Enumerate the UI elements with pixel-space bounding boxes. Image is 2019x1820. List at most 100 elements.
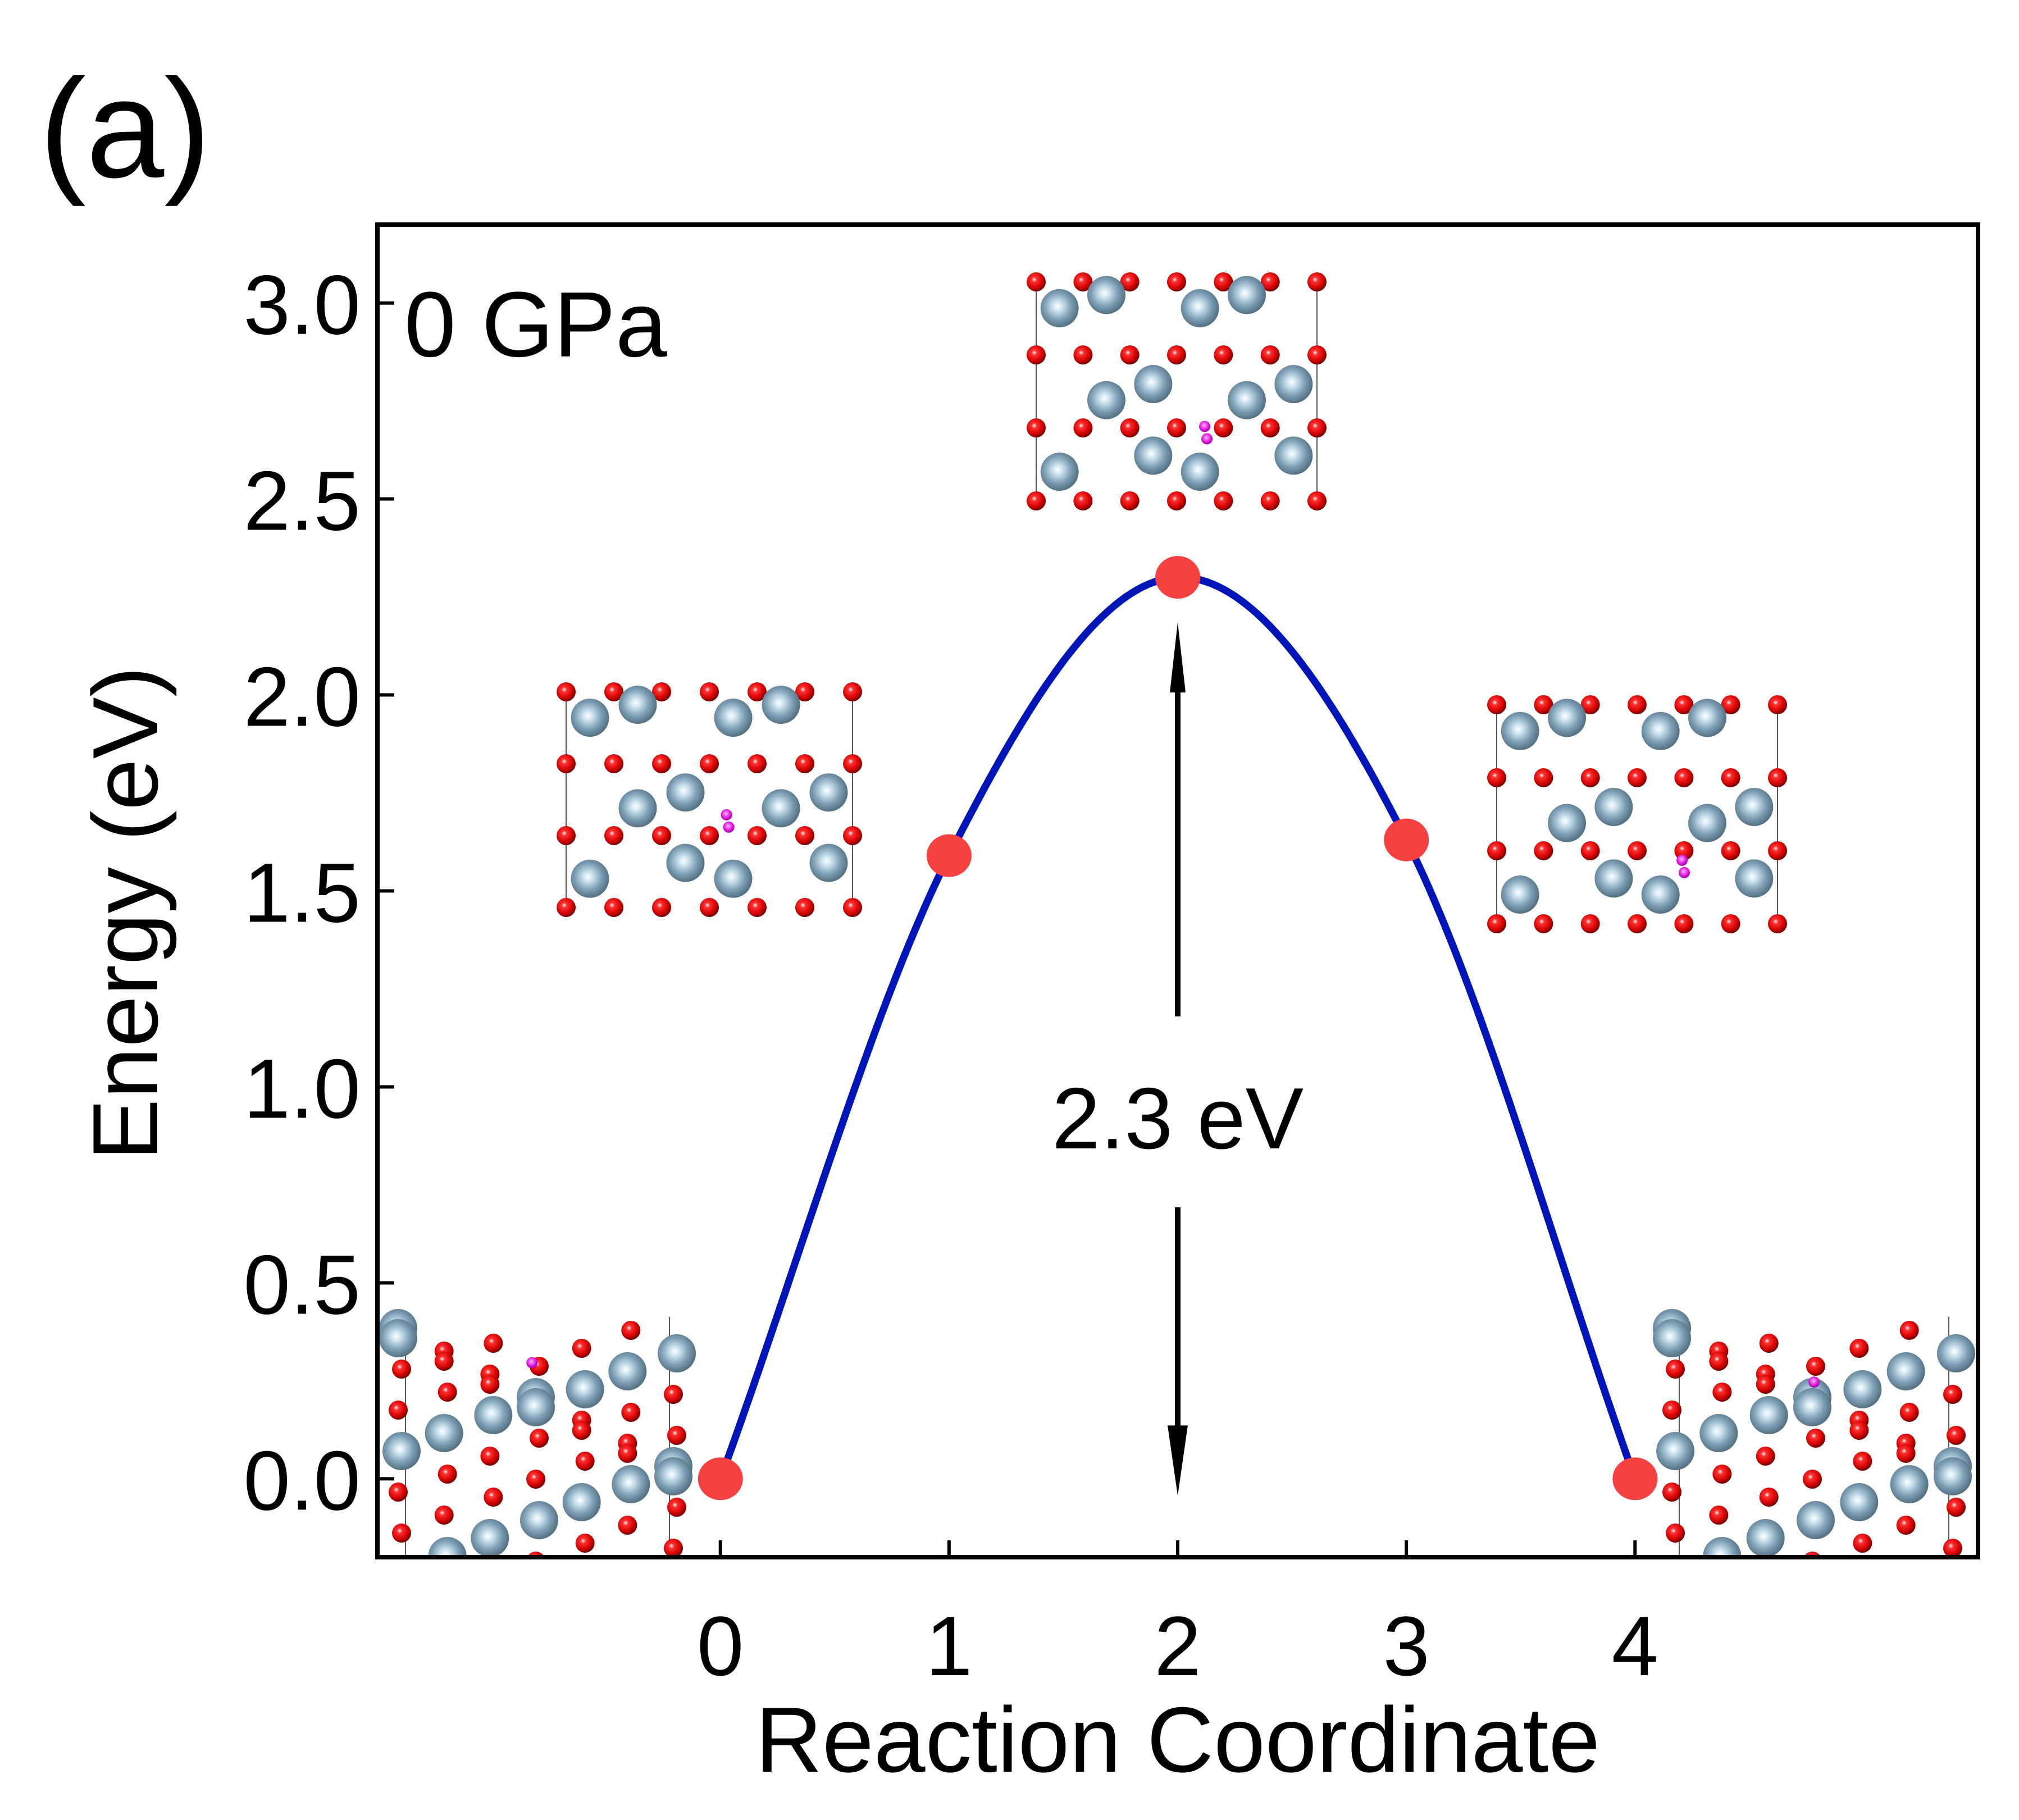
oxygen-atom xyxy=(1628,841,1647,860)
oxygen-atom xyxy=(575,1534,595,1553)
oxygen-atom xyxy=(843,754,862,773)
x-tick-label: 0 xyxy=(697,1599,744,1693)
oxygen-atom xyxy=(1260,418,1280,437)
oxygen-atom xyxy=(621,1321,641,1340)
data-point xyxy=(698,1457,743,1500)
arrow-head-up xyxy=(1170,622,1186,693)
oxygen-atom xyxy=(528,1552,543,1555)
oxygen-atom xyxy=(1487,768,1506,787)
y-tick-label: 2.5 xyxy=(243,454,361,548)
metal-atom xyxy=(809,843,848,882)
image-3-structure xyxy=(1487,695,1787,933)
metal-atom xyxy=(1843,1370,1882,1408)
metal-atom xyxy=(471,1519,509,1555)
metal-atom xyxy=(654,1457,692,1495)
metal-atom xyxy=(666,773,705,812)
oxygen-atom xyxy=(1167,272,1186,291)
x-tick-label: 4 xyxy=(1612,1599,1658,1693)
metal-atom xyxy=(1656,1432,1694,1470)
pressure-label: 0 GPa xyxy=(404,273,667,376)
oxygen-atom xyxy=(1662,1483,1681,1502)
oxygen-atom xyxy=(1712,1465,1732,1484)
oxygen-atom xyxy=(700,754,719,773)
metal-atom xyxy=(425,1414,463,1452)
oxygen-atom xyxy=(434,1352,454,1371)
oxygen-atom xyxy=(748,754,767,773)
oxygen-atom xyxy=(1487,695,1506,714)
oxygen-atom xyxy=(618,1444,637,1463)
hydrogen-atom xyxy=(1199,421,1210,432)
metal-atom xyxy=(520,1501,558,1539)
metal-atom xyxy=(1735,859,1774,898)
oxygen-atom xyxy=(526,1470,545,1489)
oxygen-atom xyxy=(530,1429,549,1448)
oxygen-atom xyxy=(1260,491,1280,510)
oxygen-atom xyxy=(1167,491,1186,510)
oxygen-atom xyxy=(1120,418,1140,437)
oxygen-atom xyxy=(652,826,671,845)
oxygen-atom xyxy=(1214,491,1233,510)
metal-atom xyxy=(1228,381,1266,419)
structure-insets xyxy=(380,272,1975,1555)
metal-atom xyxy=(762,789,800,828)
oxygen-atom xyxy=(392,1523,411,1543)
metal-atom xyxy=(566,1370,604,1408)
oxygen-atom xyxy=(1307,345,1327,364)
oxygen-atom xyxy=(1534,695,1553,714)
oxygen-atom xyxy=(437,1383,457,1402)
hydrogen-atom xyxy=(1201,433,1213,445)
oxygen-atom xyxy=(667,1426,686,1445)
oxygen-atom xyxy=(667,1498,686,1517)
oxygen-atom xyxy=(1214,418,1233,437)
metal-atom xyxy=(1087,276,1125,314)
metal-atom xyxy=(1797,1501,1835,1539)
y-tick-label: 0.5 xyxy=(243,1237,361,1331)
x-tick-label: 2 xyxy=(1154,1599,1201,1693)
oxygen-atom xyxy=(1899,1321,1919,1340)
oxygen-atom xyxy=(795,754,814,773)
oxygen-atom xyxy=(748,682,767,701)
final-structure xyxy=(1653,1309,1975,1555)
oxygen-atom xyxy=(1768,914,1787,933)
oxygen-atom xyxy=(1759,1488,1779,1507)
oxygen-atom xyxy=(1768,768,1787,787)
y-tick-label: 2.0 xyxy=(243,650,361,744)
oxygen-atom xyxy=(795,898,814,917)
oxygen-atom xyxy=(575,1452,595,1471)
metal-atom xyxy=(1181,289,1219,327)
saddle-structure xyxy=(1027,272,1327,510)
oxygen-atom xyxy=(664,1539,683,1555)
oxygen-atom xyxy=(1214,345,1233,364)
oxygen-atom xyxy=(700,682,719,701)
oxygen-atom xyxy=(1896,1516,1916,1535)
oxygen-atom xyxy=(1666,1360,1685,1379)
metal-atom xyxy=(1746,1519,1785,1555)
oxygen-atom xyxy=(1534,841,1553,860)
oxygen-atom xyxy=(557,754,576,773)
oxygen-atom xyxy=(1853,1452,1872,1471)
oxygen-atom xyxy=(1307,491,1327,510)
metal-atom xyxy=(1087,381,1125,419)
oxygen-atom xyxy=(480,1447,500,1466)
oxygen-atom xyxy=(1709,1352,1729,1371)
oxygen-atom xyxy=(1073,418,1093,437)
initial-structure xyxy=(380,1309,696,1555)
oxygen-atom xyxy=(1721,914,1740,933)
metal-atom xyxy=(1548,699,1586,737)
metal-atom xyxy=(1937,1334,1975,1372)
oxygen-atom xyxy=(1534,914,1553,933)
oxygen-atom xyxy=(652,754,671,773)
oxygen-atom xyxy=(1307,418,1327,437)
oxygen-atom xyxy=(557,826,576,845)
oxygen-atom xyxy=(1899,1403,1919,1422)
metal-atom xyxy=(1134,436,1173,475)
oxygen-atom xyxy=(1073,491,1093,510)
oxygen-atom xyxy=(1943,1539,1962,1555)
oxygen-atom xyxy=(1073,272,1093,291)
metal-atom xyxy=(618,686,657,724)
metal-atom xyxy=(1040,289,1079,327)
metal-atom xyxy=(1548,804,1586,842)
metal-atom xyxy=(608,1352,647,1390)
x-axis-label: Reaction Coordinate xyxy=(755,1688,1600,1791)
data-point xyxy=(926,834,972,877)
